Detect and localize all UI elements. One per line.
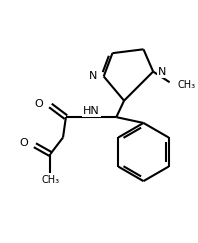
Text: O: O	[19, 138, 28, 148]
Text: CH₃: CH₃	[41, 175, 59, 185]
Text: N: N	[158, 67, 166, 77]
Text: HN: HN	[83, 106, 99, 116]
Text: N: N	[89, 71, 97, 81]
Text: CH₃: CH₃	[177, 80, 195, 90]
Text: O: O	[35, 99, 44, 109]
